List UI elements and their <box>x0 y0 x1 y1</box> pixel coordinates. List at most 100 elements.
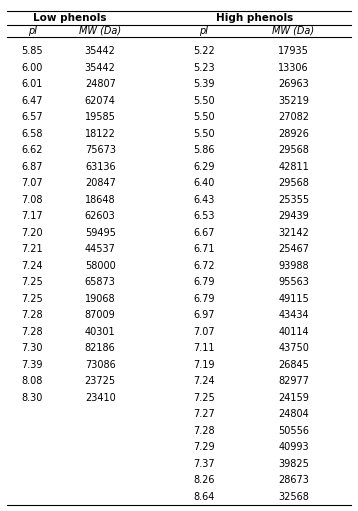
Text: MW (Da): MW (Da) <box>79 26 121 36</box>
Text: Low phenols: Low phenols <box>33 13 107 23</box>
Text: 6.00: 6.00 <box>21 63 43 73</box>
Text: 5.23: 5.23 <box>193 63 215 73</box>
Text: 27082: 27082 <box>278 112 309 122</box>
Text: 35219: 35219 <box>278 96 309 106</box>
Text: 49115: 49115 <box>278 294 309 304</box>
Text: 87009: 87009 <box>85 310 116 320</box>
Text: 28673: 28673 <box>278 475 309 485</box>
Text: 6.97: 6.97 <box>193 310 215 320</box>
Text: 7.17: 7.17 <box>21 211 43 221</box>
Text: 7.28: 7.28 <box>21 310 43 320</box>
Text: 5.50: 5.50 <box>193 96 215 106</box>
Text: 7.30: 7.30 <box>21 343 43 353</box>
Text: 7.19: 7.19 <box>193 360 215 369</box>
Text: 43434: 43434 <box>278 310 309 320</box>
Text: 8.08: 8.08 <box>21 376 43 386</box>
Text: 17935: 17935 <box>278 46 309 56</box>
Text: 29439: 29439 <box>278 211 309 221</box>
Text: 7.29: 7.29 <box>193 442 215 452</box>
Text: 63136: 63136 <box>85 161 116 172</box>
Text: 73086: 73086 <box>85 360 116 369</box>
Text: 6.40: 6.40 <box>193 178 215 188</box>
Text: 82977: 82977 <box>278 376 309 386</box>
Text: High phenols: High phenols <box>216 13 293 23</box>
Text: 13306: 13306 <box>278 63 309 73</box>
Text: 6.43: 6.43 <box>193 195 215 204</box>
Text: 24159: 24159 <box>278 392 309 403</box>
Text: 7.11: 7.11 <box>193 343 215 353</box>
Text: 7.07: 7.07 <box>21 178 43 188</box>
Text: 35442: 35442 <box>85 63 116 73</box>
Text: 7.20: 7.20 <box>21 228 43 238</box>
Text: 32142: 32142 <box>278 228 309 238</box>
Text: 7.28: 7.28 <box>193 426 215 435</box>
Text: 7.24: 7.24 <box>21 261 43 271</box>
Text: 6.67: 6.67 <box>193 228 215 238</box>
Text: 35442: 35442 <box>85 46 116 56</box>
Text: 29568: 29568 <box>278 178 309 188</box>
Text: 18122: 18122 <box>85 129 116 138</box>
Text: 59495: 59495 <box>85 228 116 238</box>
Text: 7.37: 7.37 <box>193 459 215 469</box>
Text: 23725: 23725 <box>85 376 116 386</box>
Text: 5.22: 5.22 <box>193 46 215 56</box>
Text: 6.58: 6.58 <box>21 129 43 138</box>
Text: 19068: 19068 <box>85 294 116 304</box>
Text: 8.30: 8.30 <box>21 392 43 403</box>
Text: 29568: 29568 <box>278 145 309 155</box>
Text: 7.21: 7.21 <box>21 244 43 254</box>
Text: 6.72: 6.72 <box>193 261 215 271</box>
Text: 5.86: 5.86 <box>193 145 215 155</box>
Text: 24804: 24804 <box>278 409 309 419</box>
Text: 93988: 93988 <box>278 261 309 271</box>
Text: 6.79: 6.79 <box>193 277 215 287</box>
Text: 50556: 50556 <box>278 426 309 435</box>
Text: 6.53: 6.53 <box>193 211 215 221</box>
Text: 7.25: 7.25 <box>193 392 215 403</box>
Text: 8.26: 8.26 <box>193 475 215 485</box>
Text: 19585: 19585 <box>85 112 116 122</box>
Text: 6.01: 6.01 <box>21 79 43 89</box>
Text: 26963: 26963 <box>278 79 309 89</box>
Text: 75673: 75673 <box>85 145 116 155</box>
Text: 7.25: 7.25 <box>21 294 43 304</box>
Text: 6.47: 6.47 <box>21 96 43 106</box>
Text: 58000: 58000 <box>85 261 116 271</box>
Text: 7.27: 7.27 <box>193 409 215 419</box>
Text: 5.50: 5.50 <box>193 112 215 122</box>
Text: 65873: 65873 <box>85 277 116 287</box>
Text: 7.39: 7.39 <box>21 360 43 369</box>
Text: 40301: 40301 <box>85 327 116 337</box>
Text: 28926: 28926 <box>278 129 309 138</box>
Text: 23410: 23410 <box>85 392 116 403</box>
Text: 24807: 24807 <box>85 79 116 89</box>
Text: 6.87: 6.87 <box>21 161 43 172</box>
Text: 25355: 25355 <box>278 195 309 204</box>
Text: 7.28: 7.28 <box>21 327 43 337</box>
Text: MW (Da): MW (Da) <box>272 26 315 36</box>
Text: 6.57: 6.57 <box>21 112 43 122</box>
Text: 7.07: 7.07 <box>193 327 215 337</box>
Text: 5.85: 5.85 <box>21 46 43 56</box>
Text: pI: pI <box>199 26 209 36</box>
Text: 6.29: 6.29 <box>193 161 215 172</box>
Text: pI: pI <box>28 26 37 36</box>
Text: 7.08: 7.08 <box>21 195 43 204</box>
Text: 6.71: 6.71 <box>193 244 215 254</box>
Text: 6.62: 6.62 <box>21 145 43 155</box>
Text: 26845: 26845 <box>278 360 309 369</box>
Text: 43750: 43750 <box>278 343 309 353</box>
Text: 62603: 62603 <box>85 211 116 221</box>
Text: 40114: 40114 <box>278 327 309 337</box>
Text: 42811: 42811 <box>278 161 309 172</box>
Text: 20847: 20847 <box>85 178 116 188</box>
Text: 62074: 62074 <box>85 96 116 106</box>
Text: 32568: 32568 <box>278 492 309 502</box>
Text: 8.64: 8.64 <box>193 492 215 502</box>
Text: 82186: 82186 <box>85 343 116 353</box>
Text: 40993: 40993 <box>278 442 309 452</box>
Text: 18648: 18648 <box>85 195 116 204</box>
Text: 7.24: 7.24 <box>193 376 215 386</box>
Text: 7.25: 7.25 <box>21 277 43 287</box>
Text: 95563: 95563 <box>278 277 309 287</box>
